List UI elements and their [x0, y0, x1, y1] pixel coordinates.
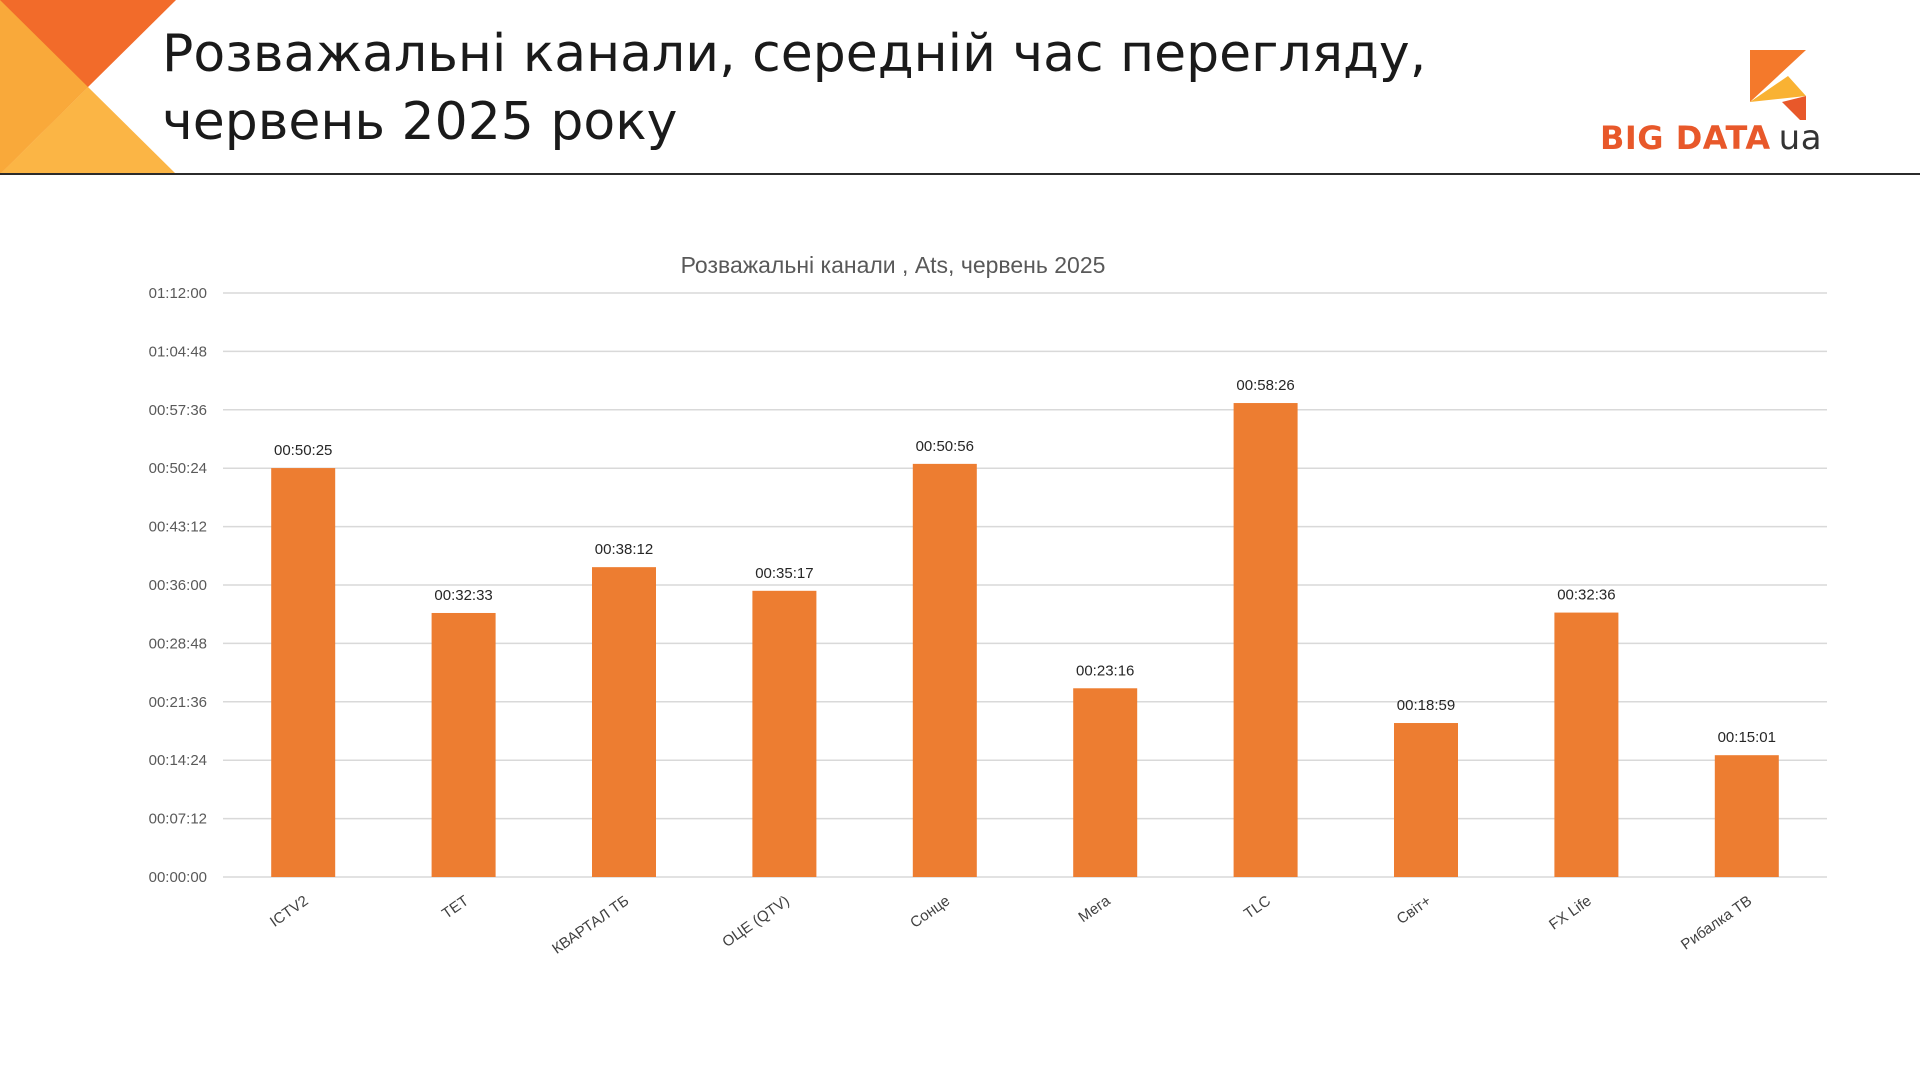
bar	[1073, 688, 1138, 877]
y-tick-label: 01:12:00	[149, 285, 207, 302]
data-label: 00:15:01	[1718, 729, 1776, 746]
page-title-line-1: Розважальні канали, середній час перегля…	[162, 24, 1427, 84]
bar	[1233, 403, 1298, 877]
bars	[271, 403, 1779, 877]
x-tick-label: Світ+	[1394, 892, 1435, 928]
y-tick-label: 00:14:24	[149, 752, 207, 769]
x-tick-label: Рибалка ТВ	[1678, 892, 1755, 953]
y-tick-label: 00:43:12	[149, 519, 207, 536]
x-tick-label: КВАРТАЛ ТБ	[549, 892, 632, 957]
y-tick-label: 00:28:48	[149, 635, 207, 652]
page-title-line-2: червень 2025 року	[162, 92, 678, 152]
bar	[1714, 755, 1779, 877]
y-tick-label: 00:36:00	[149, 577, 207, 594]
x-tick-label: ОЦЕ (QTV)	[719, 892, 792, 951]
logo-text: BIG DATA	[1600, 119, 1771, 157]
x-tick-label: FX Life	[1546, 892, 1595, 933]
y-tick-label: 00:00:00	[149, 869, 207, 886]
y-tick-label: 00:57:36	[149, 402, 207, 419]
bar	[592, 567, 656, 877]
chart-title: Розважальні канали , Ats, червень 2025	[681, 252, 1106, 278]
data-label: 00:23:16	[1076, 662, 1134, 679]
x-tick-label: Мега	[1075, 892, 1114, 926]
x-tick-label: Сонце	[907, 892, 953, 931]
y-axis-ticks: 00:00:00 00:07:12 00:14:24 00:21:36 00:28:48…	[149, 285, 207, 886]
bar	[912, 463, 977, 877]
header-divider	[0, 173, 1920, 175]
bar	[431, 612, 496, 877]
y-tick-label: 00:21:36	[149, 694, 207, 711]
bar	[271, 468, 336, 877]
bar-chart: Розважальні канали , Ats, червень 2025 0…	[149, 252, 1827, 958]
y-tick-label: 00:50:24	[149, 460, 207, 477]
data-label: 00:38:12	[595, 541, 653, 558]
x-tick-label: TLC	[1241, 892, 1274, 922]
data-label: 00:50:56	[916, 438, 974, 455]
logo-mark-icon	[1750, 50, 1806, 120]
logo-suffix: ua	[1778, 118, 1823, 158]
y-tick-label: 00:07:12	[149, 811, 207, 828]
data-label: 00:32:36	[1557, 587, 1615, 604]
data-label: 00:35:17	[755, 565, 813, 582]
big-data-ua-logo: BIG DATA ua	[1600, 40, 1840, 170]
x-axis-ticks: ICTV2 ТЕТ КВАРТАЛ ТБ ОЦЕ (QTV) Сонце Мега TLC С…	[267, 892, 1755, 958]
data-label: 00:58:26	[1236, 377, 1294, 394]
data-labels: 00:50:25 00:32:33 00:38:12 00:35:17 00:50:56…	[274, 377, 1776, 746]
data-label: 00:32:33	[434, 587, 492, 604]
x-tick-label: ТЕТ	[439, 892, 472, 922]
page-title: Розважальні канали, середній час перегля…	[162, 20, 1426, 156]
data-label: 00:50:25	[274, 442, 332, 459]
bar	[1554, 612, 1619, 877]
data-label: 00:18:59	[1397, 697, 1455, 714]
y-tick-label: 01:04:48	[149, 343, 207, 360]
x-tick-label: ICTV2	[267, 892, 312, 930]
bar	[752, 590, 817, 877]
bar	[1394, 723, 1458, 877]
corner-decoration	[0, 0, 176, 174]
